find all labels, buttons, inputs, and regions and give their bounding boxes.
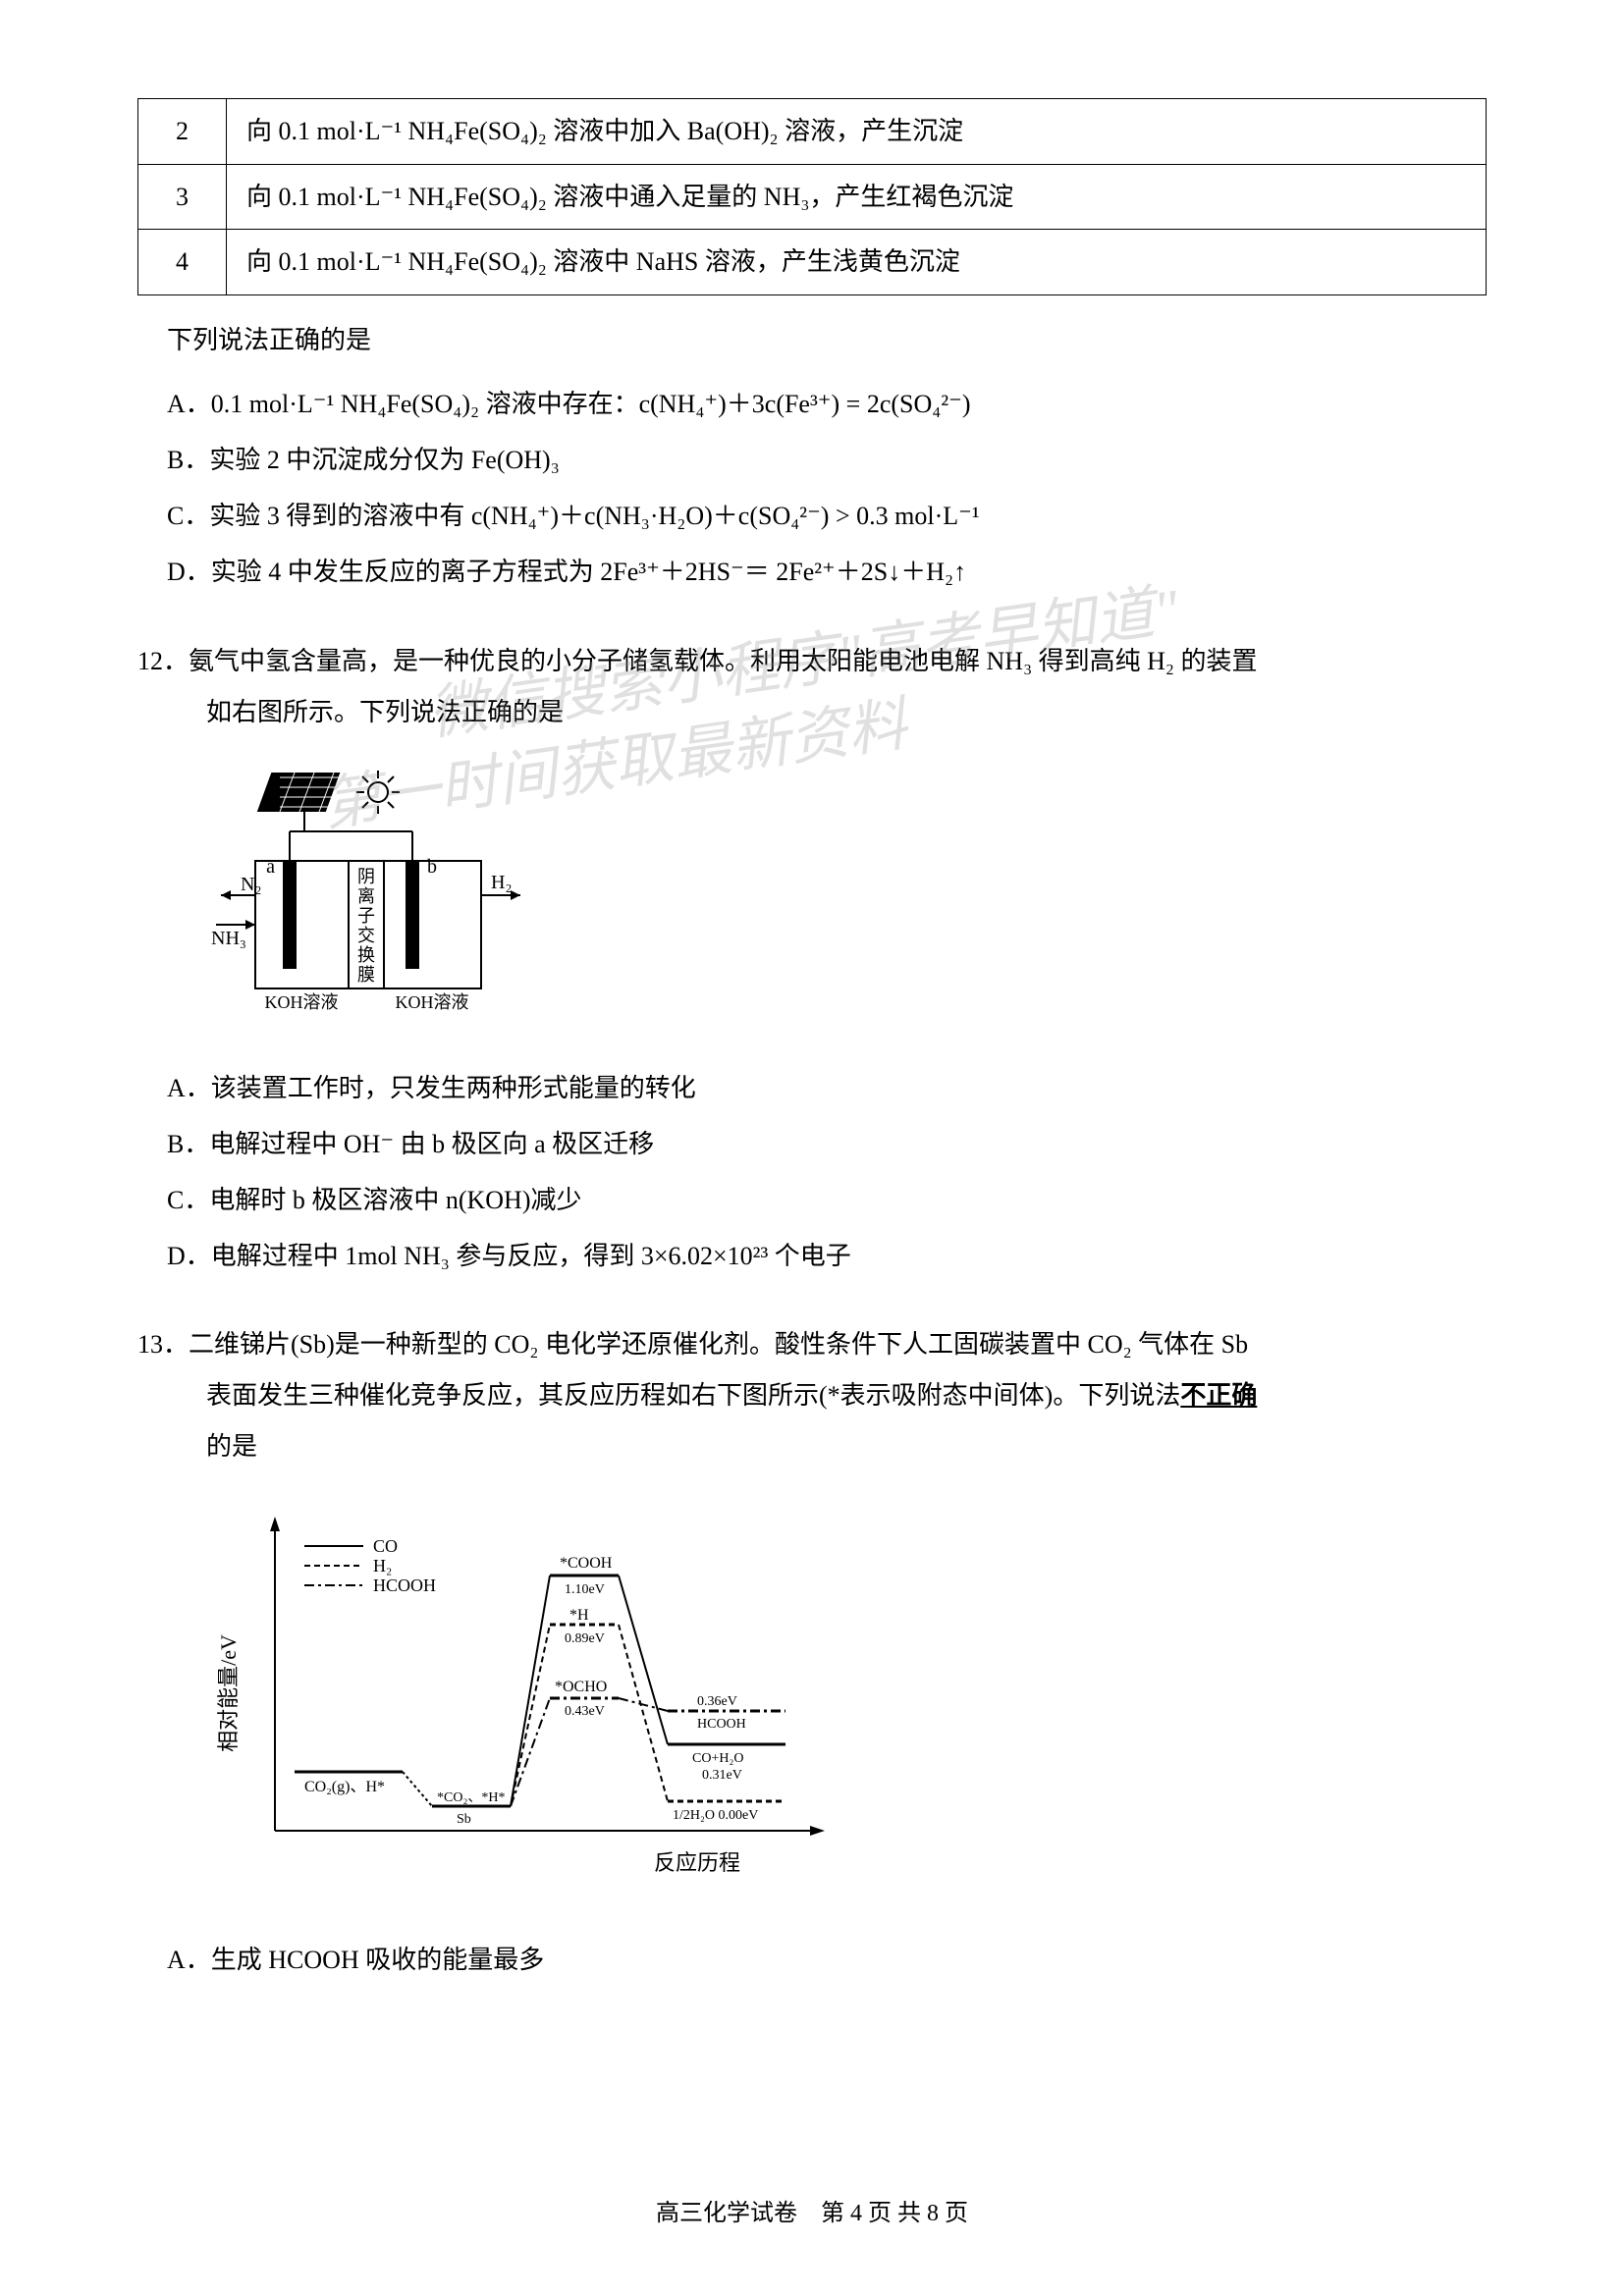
q13-text2: 表面发生三种催化竞争反应，其反应历程如右下图所示(*表示吸附态中间体)。下列说法 xyxy=(206,1381,1180,1410)
q13-num: 13． xyxy=(137,1330,189,1359)
q12-block: 12．氨气中氢含量高，是一种优良的小分子储氢载体。利用太阳能电池电解 NH₃ 得… xyxy=(137,636,1487,1285)
ylabel: 相对能量/eV xyxy=(216,1634,241,1752)
q12-num: 12． xyxy=(137,647,189,675)
q11-option-d: D．实验 4 中发生反应的离子方程式为 2Fe³⁺＋2HS⁻＝ 2Fe²⁺＋2S… xyxy=(167,544,1487,600)
svg-text:离: 离 xyxy=(357,886,375,906)
svg-text:膜: 膜 xyxy=(357,965,375,985)
q12-option-a: A．该装置工作时，只发生两种形式能量的转化 xyxy=(167,1060,1487,1116)
peak-ocho-label: *OCHO xyxy=(555,1679,607,1695)
q13-text1: 二维锑片(Sb)是一种新型的 CO₂ 电化学还原催化剂。酸性条件下人工固碳装置中… xyxy=(189,1330,1248,1359)
label-n2: N₂ xyxy=(241,874,261,895)
row-desc: 向 0.1 mol·L⁻¹ NH₄Fe(SO₄)₂ 溶液中加入 Ba(OH)₂ … xyxy=(227,99,1487,165)
q13-text2-underline: 不正确 xyxy=(1180,1381,1257,1410)
label-koh-right: KOH溶液 xyxy=(396,992,469,1012)
sun-icon xyxy=(356,771,400,814)
start-label: CO₂(g)、H* xyxy=(304,1779,385,1795)
row-desc: 向 0.1 mol·L⁻¹ NH₄Fe(SO₄)₂ 溶液中 NaHS 溶液，产生… xyxy=(227,230,1487,295)
prod-co-label: CO+H₂O xyxy=(692,1751,743,1766)
q11-option-c: C．实验 3 得到的溶液中有 c(NH₄⁺)＋c(NH₃·H₂O)＋c(SO₄²… xyxy=(167,488,1487,544)
solar-panel-icon xyxy=(257,773,341,831)
table-row: 2 向 0.1 mol·L⁻¹ NH₄Fe(SO₄)₂ 溶液中加入 Ba(OH)… xyxy=(138,99,1487,165)
svg-text:交: 交 xyxy=(357,926,375,945)
q12-text2: 如右图所示。下列说法正确的是 xyxy=(137,687,1487,738)
legend-h2: H₂ xyxy=(373,1556,392,1575)
q11-option-a: A．0.1 mol·L⁻¹ NH₄Fe(SO₄)₂ 溶液中存在：c(NH₄⁺)＋… xyxy=(167,376,1487,432)
legend-co: CO xyxy=(373,1536,398,1556)
prod-hcooh-val: 0.36eV xyxy=(697,1694,737,1709)
label-b: b xyxy=(427,856,437,878)
svg-text:换: 换 xyxy=(357,945,375,965)
electrode-a xyxy=(283,861,297,969)
q11-option-b: B．实验 2 中沉淀成分仅为 Fe(OH)₃ xyxy=(167,432,1487,488)
label-h2: H₂ xyxy=(491,872,512,893)
xlabel: 反应历程 xyxy=(654,1850,740,1875)
row-num: 4 xyxy=(138,230,227,295)
q12-text1: 氨气中氢含量高，是一种优良的小分子储氢载体。利用太阳能电池电解 NH₃ 得到高纯… xyxy=(189,647,1257,675)
q12-diagram: 阴 离 子 交 换 膜 a b N₂ NH₃ xyxy=(206,763,1487,1036)
experiment-table: 2 向 0.1 mol·L⁻¹ NH₄Fe(SO₄)₂ 溶液中加入 Ba(OH)… xyxy=(137,98,1487,295)
label-a: a xyxy=(266,856,275,878)
q13-block: 13．二维锑片(Sb)是一种新型的 CO₂ 电化学还原催化剂。酸性条件下人工固碳… xyxy=(137,1319,1487,1988)
peak-cooh-val: 1.10eV xyxy=(565,1582,605,1597)
label-nh3: NH₃ xyxy=(211,928,246,949)
sb-label: Sb xyxy=(457,1812,471,1827)
peak-ocho-val: 0.43eV xyxy=(565,1704,605,1719)
table-row: 4 向 0.1 mol·L⁻¹ NH₄Fe(SO₄)₂ 溶液中 NaHS 溶液，… xyxy=(138,230,1487,295)
peak-h-label: *H xyxy=(569,1607,589,1624)
q12-option-b: B．电解过程中 OH⁻ 由 b 极区向 a 极区迁移 xyxy=(167,1116,1487,1172)
row-num: 3 xyxy=(138,164,227,230)
prod-hcooh-label: HCOOH xyxy=(697,1717,746,1732)
q13-option-a: A．生成 HCOOH 吸收的能量最多 xyxy=(167,1932,1487,1988)
label-koh-left: KOH溶液 xyxy=(265,992,339,1012)
q13-chart: 相对能量/eV 反应历程 CO H₂ HCOOH CO₂(g)、H* *CO₂、… xyxy=(206,1497,1487,1907)
q12-option-d: D．电解过程中 1mol NH₃ 参与反应，得到 3×6.02×10²³ 个电子 xyxy=(167,1228,1487,1284)
prod-h2o-label: 1/2H₂O 0.00eV xyxy=(673,1808,758,1823)
row-desc: 向 0.1 mol·L⁻¹ NH₄Fe(SO₄)₂ 溶液中通入足量的 NH₃，产… xyxy=(227,164,1487,230)
intermediate-label: *CO₂、*H* xyxy=(437,1790,505,1805)
table-row: 3 向 0.1 mol·L⁻¹ NH₄Fe(SO₄)₂ 溶液中通入足量的 NH₃… xyxy=(138,164,1487,230)
page-footer: 高三化学试卷 第 4 页 共 8 页 xyxy=(0,2193,1624,2227)
peak-cooh-label: *COOH xyxy=(560,1555,613,1572)
q12-option-c: C．电解时 b 极区溶液中 n(KOH)减少 xyxy=(167,1172,1487,1228)
peak-h-val: 0.89eV xyxy=(565,1631,605,1646)
prod-co-val: 0.31eV xyxy=(702,1768,742,1783)
q13-text3: 的是 xyxy=(137,1421,1487,1472)
svg-text:子: 子 xyxy=(357,906,375,926)
electrode-b xyxy=(406,861,419,969)
q11-stem: 下列说法正确的是 xyxy=(167,315,1487,366)
legend-hcooh: HCOOH xyxy=(373,1575,436,1595)
row-num: 2 xyxy=(138,99,227,165)
membrane-label-1: 阴 xyxy=(357,867,375,886)
